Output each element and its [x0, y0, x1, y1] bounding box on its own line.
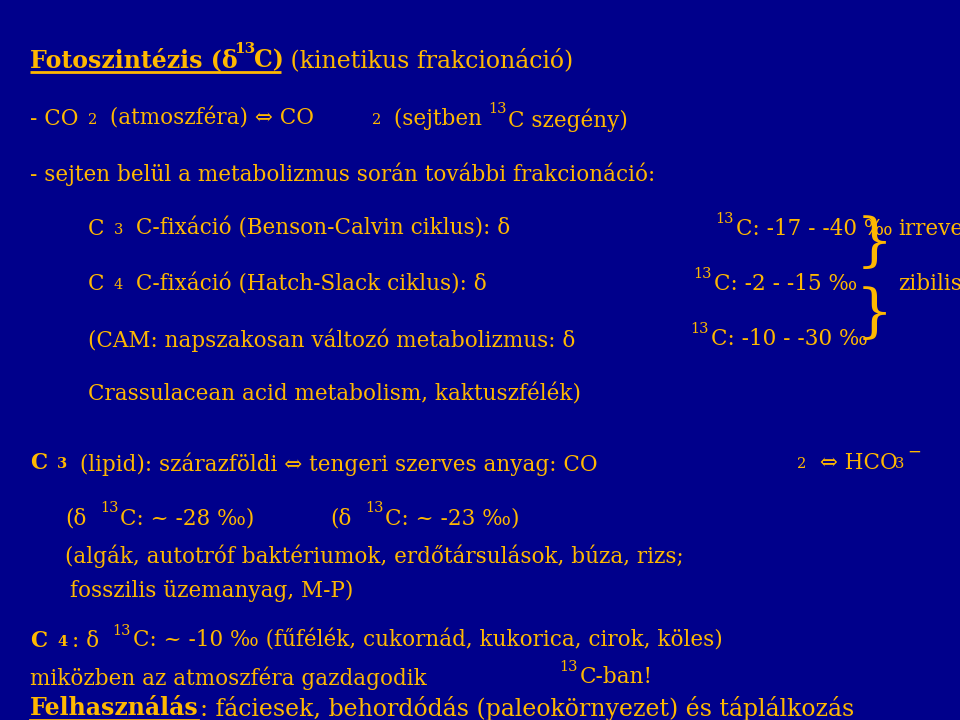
- Text: (CAM: napszakosan változó metabolizmus: δ: (CAM: napszakosan változó metabolizmus: …: [88, 328, 575, 351]
- Text: (kinetikus frakcionáció): (kinetikus frakcionáció): [283, 48, 573, 72]
- Text: C-fixáció (Benson-Calvin ciklus): δ: C-fixáció (Benson-Calvin ciklus): δ: [129, 218, 511, 240]
- Text: }: }: [856, 216, 893, 272]
- Text: C: C: [88, 218, 105, 240]
- Text: 2: 2: [797, 457, 806, 471]
- Text: 2: 2: [372, 113, 381, 127]
- Text: C-ban!: C-ban!: [580, 666, 653, 688]
- Text: ⇔ HCO: ⇔ HCO: [813, 452, 898, 474]
- Text: C): C): [254, 48, 284, 72]
- Text: C: ~ -28 ‰): C: ~ -28 ‰): [120, 507, 254, 529]
- Text: }: }: [856, 287, 893, 343]
- Text: (δ: (δ: [330, 507, 351, 529]
- Text: fosszilis üzemanyag, M-P): fosszilis üzemanyag, M-P): [70, 580, 353, 602]
- Text: (atmoszféra) ⇔ CO: (atmoszféra) ⇔ CO: [103, 108, 314, 130]
- Text: C szegény): C szegény): [508, 108, 628, 132]
- Text: 13: 13: [693, 267, 711, 281]
- Text: Fotoszintézis (δ: Fotoszintézis (δ: [30, 48, 238, 72]
- Text: (δ: (δ: [65, 507, 86, 529]
- Text: C: -17 - -40 ‰: C: -17 - -40 ‰: [736, 218, 893, 240]
- Text: zibilis: zibilis: [898, 273, 960, 295]
- Text: 3: 3: [114, 223, 124, 237]
- Text: : fáciesek, behordódás (paleokörnyezet) és táplálkozás: : fáciesek, behordódás (paleokörnyezet) …: [200, 696, 854, 720]
- Text: 13: 13: [715, 212, 733, 226]
- Text: C: C: [88, 273, 105, 295]
- Text: 3: 3: [57, 457, 67, 471]
- Text: - sejten belül a metabolizmus során további frakcionáció:: - sejten belül a metabolizmus során tová…: [30, 163, 656, 186]
- Text: 13: 13: [234, 42, 255, 56]
- Text: 13: 13: [112, 624, 131, 638]
- Text: 2: 2: [88, 113, 97, 127]
- Text: 13: 13: [100, 501, 118, 515]
- Text: C: ~ -10 ‰ (fűfélék, cukornád, kukorica, cirok, köles): C: ~ -10 ‰ (fűfélék, cukornád, kukorica,…: [133, 630, 723, 652]
- Text: 13: 13: [690, 322, 708, 336]
- Text: : δ: : δ: [72, 630, 99, 652]
- Text: (algák, autotróf baktériumok, erdőtársulások, búza, rizs;: (algák, autotróf baktériumok, erdőtársul…: [65, 545, 684, 569]
- Text: 13: 13: [365, 501, 383, 515]
- Text: (lipid): szárazföldi ⇔ tengeri szerves anyag: CO: (lipid): szárazföldi ⇔ tengeri szerves a…: [73, 452, 598, 475]
- Text: - CO: - CO: [30, 108, 79, 130]
- Text: 13: 13: [559, 660, 578, 674]
- Text: 4: 4: [57, 635, 67, 649]
- Text: (sejtben: (sejtben: [387, 108, 489, 130]
- Text: C: -10 - -30 ‰: C: -10 - -30 ‰: [711, 328, 868, 350]
- Text: −: −: [907, 444, 921, 461]
- Text: C: C: [30, 452, 47, 474]
- Text: C-fixáció (Hatch-Slack ciklus): δ: C-fixáció (Hatch-Slack ciklus): δ: [129, 273, 487, 295]
- Text: C: ~ -23 ‰): C: ~ -23 ‰): [385, 507, 519, 529]
- Text: C: -2 - -15 ‰: C: -2 - -15 ‰: [714, 273, 857, 295]
- Text: irrever-: irrever-: [898, 218, 960, 240]
- Text: Felhasználás: Felhasználás: [30, 696, 199, 720]
- Text: C: C: [30, 630, 47, 652]
- Text: 4: 4: [114, 278, 123, 292]
- Text: 3: 3: [895, 457, 904, 471]
- Text: miközben az atmoszféra gazdagodik: miközben az atmoszféra gazdagodik: [30, 666, 434, 690]
- Text: 13: 13: [488, 102, 507, 116]
- Text: Crassulacean acid metabolism, kaktuszfélék): Crassulacean acid metabolism, kaktuszfél…: [88, 383, 581, 405]
